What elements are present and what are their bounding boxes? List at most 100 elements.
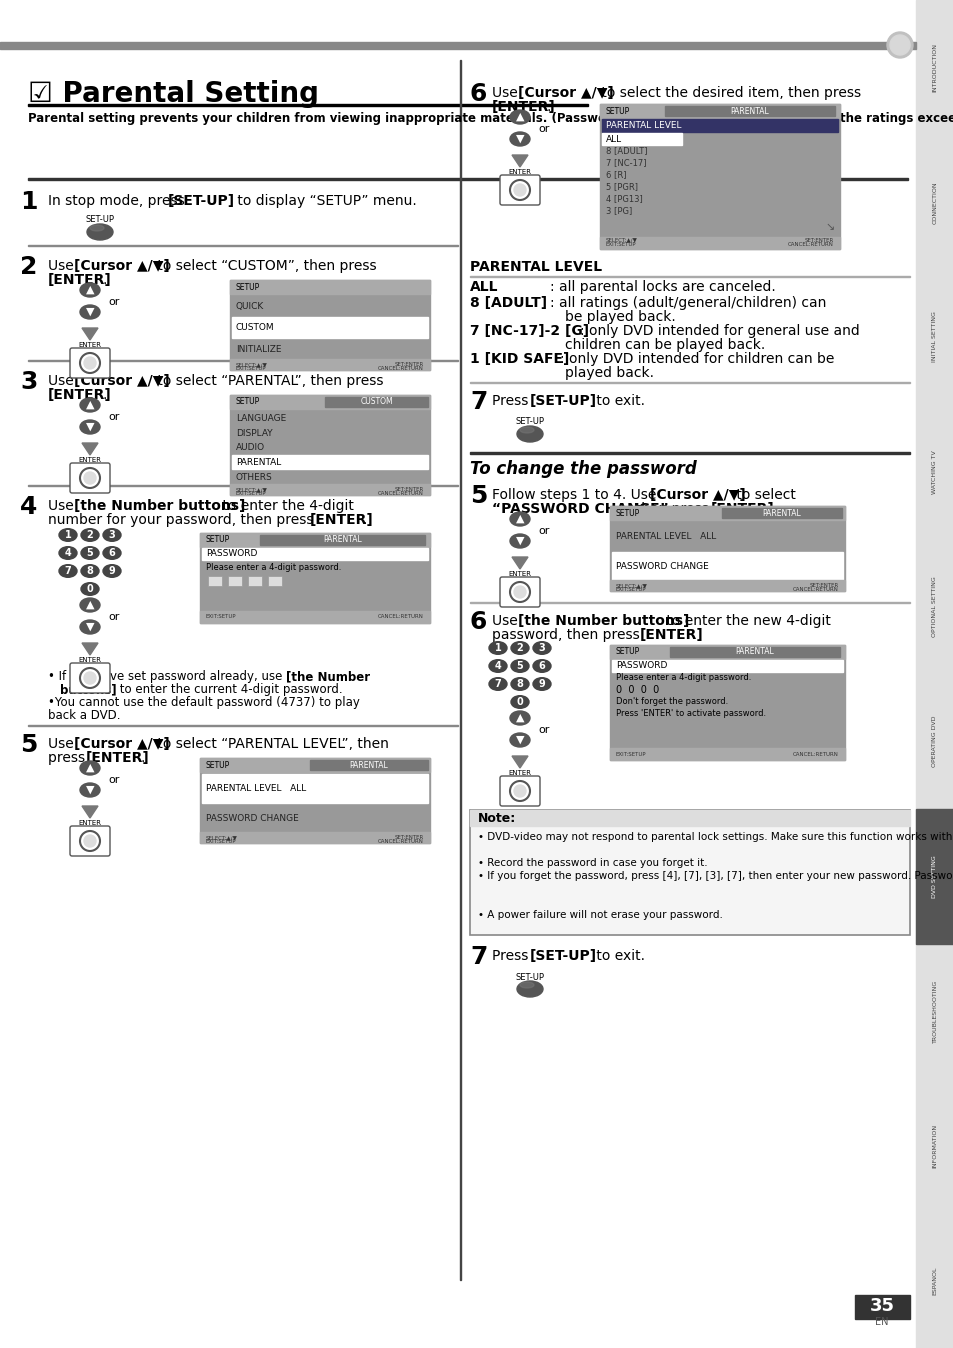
Text: SETUP: SETUP bbox=[605, 106, 630, 116]
Ellipse shape bbox=[80, 421, 100, 434]
Text: to exit.: to exit. bbox=[592, 949, 644, 962]
Text: 7: 7 bbox=[470, 390, 487, 414]
Text: 9: 9 bbox=[109, 566, 115, 576]
Text: PARENTAL: PARENTAL bbox=[349, 760, 388, 770]
Circle shape bbox=[889, 35, 909, 55]
Text: .: . bbox=[691, 628, 696, 642]
Text: 3: 3 bbox=[538, 643, 545, 652]
Text: [ENTER]: [ENTER] bbox=[48, 388, 112, 402]
Text: INFORMATION: INFORMATION bbox=[931, 1124, 937, 1167]
Text: 5: 5 bbox=[470, 484, 487, 508]
Bar bbox=[228, 576, 242, 586]
Text: ▲: ▲ bbox=[516, 514, 524, 524]
Text: Press: Press bbox=[492, 394, 532, 408]
Circle shape bbox=[510, 582, 530, 603]
Text: ▼: ▼ bbox=[86, 422, 94, 431]
Circle shape bbox=[84, 673, 96, 683]
Text: QUICK: QUICK bbox=[235, 302, 264, 311]
Ellipse shape bbox=[517, 426, 542, 442]
Ellipse shape bbox=[489, 642, 506, 654]
Text: 7 [NC-17]: 7 [NC-17] bbox=[605, 159, 646, 167]
Text: INTRODUCTION: INTRODUCTION bbox=[931, 43, 937, 92]
Text: OPERATING DVD: OPERATING DVD bbox=[931, 716, 937, 767]
Ellipse shape bbox=[80, 783, 100, 797]
Bar bbox=[200, 611, 430, 623]
Text: 3 [PG]: 3 [PG] bbox=[605, 206, 632, 216]
Text: 4 [PG13]: 4 [PG13] bbox=[605, 194, 642, 204]
Text: 35: 35 bbox=[868, 1297, 894, 1316]
Text: ENTER: ENTER bbox=[78, 656, 101, 663]
Text: ENTER: ENTER bbox=[78, 342, 101, 348]
Text: Use: Use bbox=[492, 613, 521, 628]
Text: 2: 2 bbox=[517, 643, 523, 652]
Text: SET:ENTER: SET:ENTER bbox=[809, 582, 838, 588]
Text: SET-UP: SET-UP bbox=[515, 418, 544, 426]
Circle shape bbox=[80, 468, 100, 488]
Text: .: . bbox=[103, 274, 108, 287]
Text: children can be played back.: children can be played back. bbox=[564, 338, 764, 352]
Text: OPTIONAL SETTING: OPTIONAL SETTING bbox=[931, 576, 937, 638]
Text: 6 [R]: 6 [R] bbox=[605, 170, 626, 179]
Ellipse shape bbox=[510, 710, 530, 725]
Text: [Cursor ▲/▼]: [Cursor ▲/▼] bbox=[74, 259, 170, 274]
Text: 1 [KID SAFE]: 1 [KID SAFE] bbox=[470, 352, 569, 367]
Bar bbox=[721, 508, 841, 518]
Circle shape bbox=[510, 181, 530, 200]
Text: PARENTAL LEVEL   ALL: PARENTAL LEVEL ALL bbox=[206, 785, 306, 793]
Text: To change the password: To change the password bbox=[470, 460, 696, 479]
Text: SETUP: SETUP bbox=[616, 647, 639, 656]
Text: ▲: ▲ bbox=[86, 600, 94, 611]
Text: ▲: ▲ bbox=[86, 400, 94, 410]
Ellipse shape bbox=[59, 547, 77, 559]
Text: or: or bbox=[108, 612, 119, 621]
Circle shape bbox=[80, 669, 100, 687]
Text: SET:ENTER: SET:ENTER bbox=[395, 834, 423, 840]
Text: to display “SETUP” menu.: to display “SETUP” menu. bbox=[233, 194, 416, 208]
Ellipse shape bbox=[80, 398, 100, 412]
Polygon shape bbox=[82, 443, 98, 456]
Text: SELECT:▲/▼: SELECT:▲/▼ bbox=[235, 487, 268, 492]
Text: be played back.: be played back. bbox=[564, 310, 675, 324]
Polygon shape bbox=[512, 557, 527, 569]
Ellipse shape bbox=[80, 283, 100, 297]
Text: password, then press: password, then press bbox=[492, 628, 643, 642]
FancyBboxPatch shape bbox=[70, 462, 110, 493]
Bar bbox=[208, 576, 222, 586]
Bar bbox=[200, 832, 430, 842]
Text: 8: 8 bbox=[87, 566, 93, 576]
Text: SETUP: SETUP bbox=[235, 283, 260, 291]
FancyBboxPatch shape bbox=[70, 348, 110, 377]
Text: Please enter a 4-digit password.: Please enter a 4-digit password. bbox=[616, 673, 751, 682]
Text: .: . bbox=[546, 100, 551, 115]
Text: PARENTAL: PARENTAL bbox=[735, 647, 774, 656]
Text: back a DVD.: back a DVD. bbox=[48, 709, 120, 723]
Text: PASSWORD: PASSWORD bbox=[616, 662, 667, 670]
Bar bbox=[28, 178, 907, 179]
Text: : only DVD intended for general use and: : only DVD intended for general use and bbox=[579, 324, 859, 338]
Text: AUDIO: AUDIO bbox=[235, 443, 265, 453]
Text: 5: 5 bbox=[20, 733, 37, 758]
Text: [ENTER]: [ENTER] bbox=[48, 274, 112, 287]
Text: number for your password, then press: number for your password, then press bbox=[48, 514, 317, 527]
Text: PARENTAL LEVEL: PARENTAL LEVEL bbox=[470, 260, 601, 274]
Bar bbox=[915, 809, 953, 944]
Text: PASSWORD CHANGE: PASSWORD CHANGE bbox=[616, 562, 708, 570]
Text: press: press bbox=[48, 751, 90, 766]
Text: 2: 2 bbox=[87, 530, 93, 541]
Text: 7: 7 bbox=[470, 945, 487, 969]
Ellipse shape bbox=[511, 659, 529, 673]
Text: CANCEL:RETURN: CANCEL:RETURN bbox=[377, 491, 423, 496]
Text: [SET-UP]: [SET-UP] bbox=[530, 394, 597, 408]
Text: 6: 6 bbox=[470, 82, 487, 106]
Circle shape bbox=[84, 472, 96, 484]
Text: WATCHING TV: WATCHING TV bbox=[931, 450, 937, 493]
Text: SETUP: SETUP bbox=[235, 398, 260, 407]
Ellipse shape bbox=[510, 512, 530, 526]
Text: ENTER: ENTER bbox=[508, 770, 531, 776]
Text: or: or bbox=[537, 725, 549, 735]
Ellipse shape bbox=[103, 547, 121, 559]
Text: EXIT:SETUP: EXIT:SETUP bbox=[616, 586, 646, 592]
Text: [Cursor ▲/▼]: [Cursor ▲/▼] bbox=[74, 737, 170, 751]
Text: Please enter a 4-digit password.: Please enter a 4-digit password. bbox=[206, 562, 341, 572]
Circle shape bbox=[514, 785, 525, 797]
